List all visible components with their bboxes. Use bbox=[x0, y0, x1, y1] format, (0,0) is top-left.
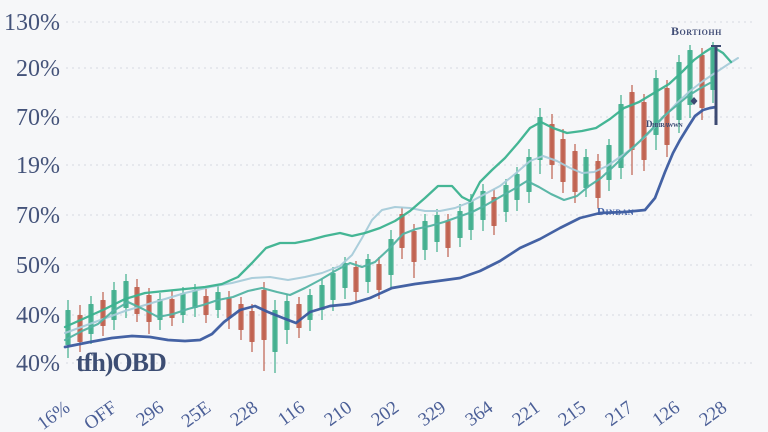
candle-body bbox=[365, 259, 371, 282]
navy-index-line bbox=[63, 105, 718, 349]
x-axis-tick-label: 329 bbox=[415, 397, 450, 431]
candle-body bbox=[342, 263, 348, 288]
candle-body bbox=[296, 304, 302, 328]
teal-mid-ma-line bbox=[63, 81, 712, 342]
candle-body bbox=[710, 48, 716, 90]
candle-body bbox=[157, 299, 163, 320]
x-axis-tick-label: 215 bbox=[555, 397, 590, 431]
candle-body bbox=[353, 267, 359, 292]
candle-body bbox=[319, 285, 325, 310]
x-axis-tick-label: 126 bbox=[649, 397, 684, 431]
candle-body bbox=[468, 201, 474, 230]
candle-body bbox=[629, 92, 635, 150]
candle-body bbox=[560, 139, 566, 182]
x-axis-tick-label: 16% bbox=[33, 397, 74, 432]
x-axis-tick-label: 217 bbox=[602, 397, 637, 431]
candle-body bbox=[330, 273, 336, 300]
candle-body bbox=[307, 295, 313, 320]
candle-body bbox=[376, 264, 382, 290]
candle-body bbox=[664, 88, 670, 145]
candle-body bbox=[641, 102, 647, 160]
y-axis-tick-label: 19% bbox=[16, 153, 60, 179]
candle-body bbox=[411, 231, 417, 262]
candle-body bbox=[146, 295, 152, 322]
candle-body bbox=[422, 221, 428, 250]
x-axis-tick-label: 296 bbox=[133, 397, 168, 431]
x-axis-tick-label: 116 bbox=[274, 397, 309, 430]
candle-body bbox=[203, 296, 209, 315]
x-axis-tick-label: 228 bbox=[227, 397, 262, 431]
candle-body bbox=[549, 124, 555, 165]
x-axis-tick-label: 228 bbox=[696, 397, 731, 431]
candle-body bbox=[503, 185, 509, 212]
candle-body bbox=[284, 301, 290, 330]
candle-body bbox=[676, 62, 682, 120]
y-axis-tick-label: 40% bbox=[16, 351, 60, 377]
candle-body bbox=[491, 197, 497, 226]
x-axis-tick-label: 364 bbox=[462, 397, 498, 431]
x-axis-tick-label: 202 bbox=[368, 397, 403, 431]
y-axis-tick-label: 70% bbox=[16, 203, 60, 229]
candle-body bbox=[226, 298, 232, 318]
candle-body bbox=[572, 151, 578, 192]
x-axis-tick-label: 210 bbox=[321, 397, 356, 431]
y-axis-tick-label: 70% bbox=[16, 105, 60, 131]
x-axis-tick-label: 25E bbox=[178, 397, 215, 432]
candle-body bbox=[618, 104, 624, 168]
candle-body bbox=[399, 214, 405, 248]
y-axis-tick-label: 20% bbox=[16, 56, 60, 82]
annotation-marker-icon bbox=[690, 97, 698, 105]
y-axis-tick-label: 50% bbox=[16, 253, 60, 279]
candle-body bbox=[249, 311, 255, 342]
candle-body bbox=[88, 304, 94, 334]
x-axis-tick-label: OFF bbox=[80, 397, 121, 432]
candle-body bbox=[272, 310, 278, 352]
y-axis-tick-label: 40% bbox=[16, 303, 60, 329]
x-axis-tick-label: 221 bbox=[509, 397, 544, 431]
candle-body bbox=[537, 117, 543, 160]
candle-body bbox=[261, 290, 267, 340]
candle-body bbox=[434, 215, 440, 242]
green-upper-ma-line bbox=[63, 45, 733, 329]
candle-body bbox=[192, 290, 198, 308]
candle-body bbox=[445, 221, 451, 248]
candle-body bbox=[65, 310, 71, 345]
y-axis-tick-label: 130% bbox=[4, 10, 60, 36]
candle-body bbox=[134, 287, 140, 314]
